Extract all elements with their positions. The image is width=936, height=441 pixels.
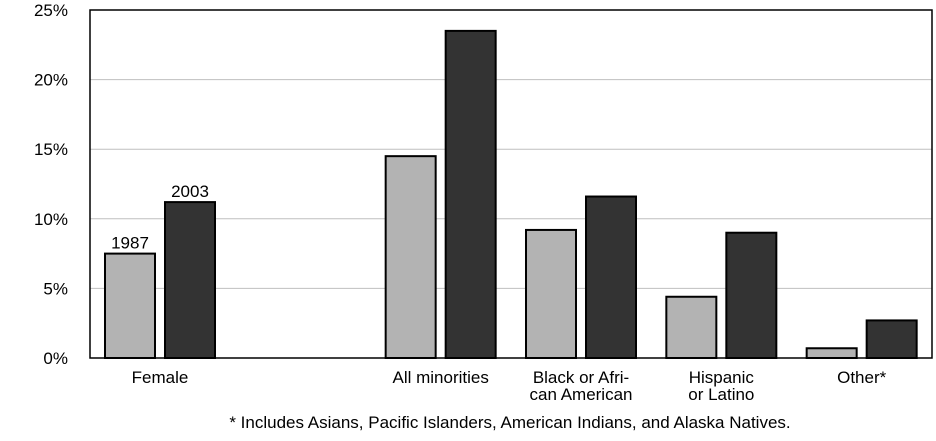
- bar-1987: [805, 347, 858, 360]
- bar-2003: [725, 231, 778, 359]
- bar-2003: [444, 29, 497, 359]
- bar-1987: [525, 228, 577, 359]
- y-tick-label: 5%: [43, 279, 68, 298]
- y-tick-label: 20%: [34, 71, 68, 90]
- series-labels: 1987 2003: [111, 182, 209, 253]
- bar-2003: [164, 201, 216, 359]
- bar-2003: [865, 319, 918, 359]
- series-label-2003: 2003: [171, 182, 209, 201]
- series-label-1987: 1987: [111, 234, 149, 253]
- category-labels: Female All minorities Black or Afri-can Am…: [132, 368, 887, 404]
- y-tick-label: 10%: [34, 210, 68, 229]
- bar-1987: [665, 295, 718, 360]
- footnote: * Includes Asians, Pacific Islanders, Am…: [229, 413, 790, 432]
- gridlines: [90, 79, 932, 289]
- y-tick-label: 15%: [34, 140, 68, 159]
- plot-frame: [89, 9, 933, 359]
- y-axis-ticks: 0% 5% 10% 15% 20% 25%: [34, 1, 68, 368]
- category-label: can American: [530, 385, 633, 404]
- category-label: Black or Afri-: [533, 368, 629, 387]
- bar-1987: [104, 252, 156, 360]
- bar-2003: [585, 195, 637, 359]
- y-tick-label: 0%: [43, 349, 68, 368]
- category-label: Hispanic: [689, 368, 755, 387]
- category-label: Female: [132, 368, 189, 387]
- category-label: Other*: [837, 368, 887, 387]
- category-label: or Latino: [688, 385, 754, 404]
- category-label: All minorities: [392, 368, 488, 387]
- bar-1987: [384, 155, 437, 359]
- y-tick-label: 25%: [34, 1, 68, 20]
